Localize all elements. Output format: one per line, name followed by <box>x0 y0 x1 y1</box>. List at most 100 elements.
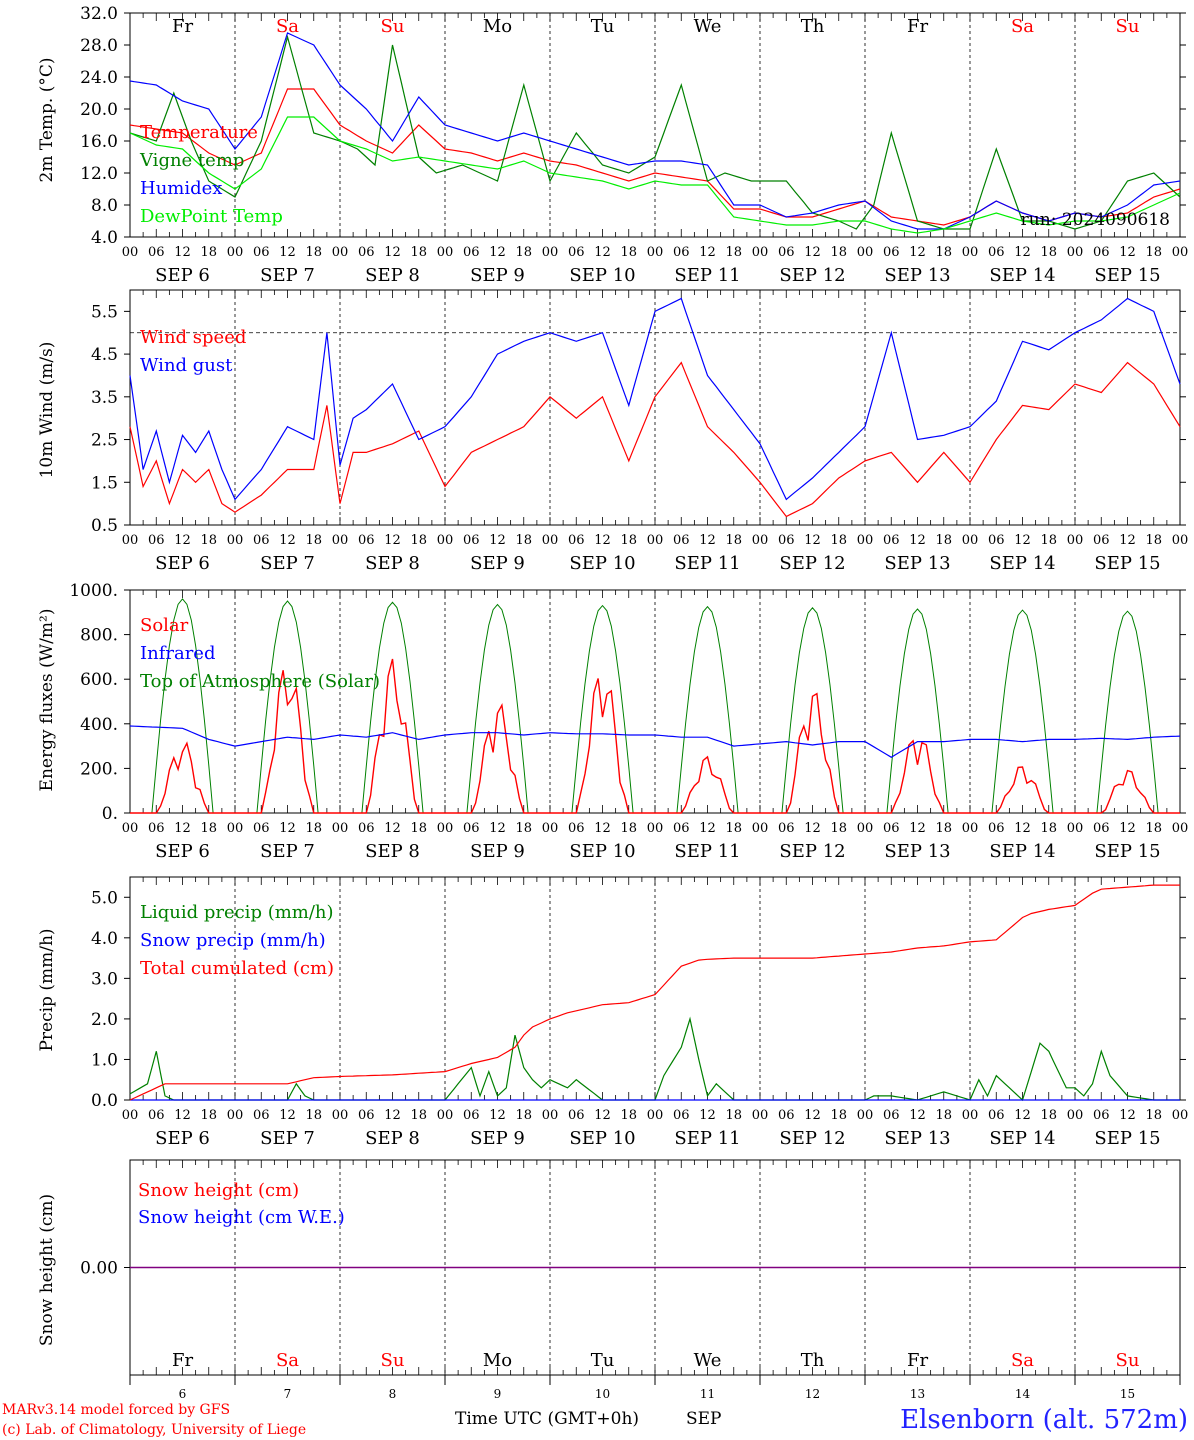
hour-tick-label: 06 <box>253 533 270 548</box>
hour-tick-label: 12 <box>1119 821 1136 836</box>
y-tick-label: 28.0 <box>80 36 118 56</box>
x-axis-title: Time UTC (GMT+0h) <box>455 1409 639 1429</box>
hour-tick-label: 18 <box>725 821 742 836</box>
hour-tick-label: 18 <box>830 821 847 836</box>
weekday-label: Su <box>1116 16 1140 37</box>
legend-entry: Snow height (cm) <box>138 1180 299 1201</box>
hour-tick-label: 18 <box>725 1108 742 1123</box>
y-axis-label: 10m Wind (m/s) <box>37 342 57 479</box>
hour-tick-label: 06 <box>253 1108 270 1123</box>
hour-tick-label: 18 <box>1145 821 1162 836</box>
hour-tick-label: 18 <box>935 245 952 260</box>
series-3 <box>129 32 1181 230</box>
hour-tick-label: 18 <box>830 533 847 548</box>
series-infrared <box>129 725 1181 759</box>
hour-tick-label: 06 <box>883 245 900 260</box>
hour-tick-label: 00 <box>227 1108 244 1123</box>
weekday-label: Fr <box>907 1350 928 1371</box>
y-tick-label: 800. <box>80 626 118 646</box>
hour-tick-label: 00 <box>1067 245 1084 260</box>
legend-entry: Liquid precip (mm/h) <box>140 902 334 923</box>
hour-tick-label: 00 <box>647 821 664 836</box>
hour-tick-label: 18 <box>200 821 217 836</box>
weekday-label: Th <box>801 16 825 37</box>
hour-tick-label: 12 <box>384 1108 401 1123</box>
y-tick-label: 2.5 <box>91 431 118 451</box>
hour-tick-label: 06 <box>988 245 1005 260</box>
weekday-label: Su <box>1116 1350 1140 1371</box>
date-label: SEP 6 <box>155 1128 210 1149</box>
hour-tick-label: 12 <box>489 245 506 260</box>
day-number-label: 13 <box>910 1387 925 1401</box>
hour-tick-label: 18 <box>410 821 427 836</box>
series-4 <box>129 116 1181 234</box>
y-tick-label: 20.0 <box>80 100 118 120</box>
hour-tick-label: 00 <box>1172 533 1189 548</box>
legend-entry: Solar <box>140 615 189 636</box>
hour-tick-label: 18 <box>935 821 952 836</box>
hour-tick-label: 18 <box>305 821 322 836</box>
y-axis-label: Precip (mm/h) <box>37 928 57 1051</box>
hour-tick-label: 00 <box>647 533 664 548</box>
run-label: run: 2024090618 <box>1021 210 1170 230</box>
y-tick-label: 400. <box>80 715 118 735</box>
weekday-label: Sa <box>276 1350 299 1371</box>
panel-4: 0.0 1.0 2.0 3.0 4.0 5.0 Precip (mm/h) 00 06 12 18 0… <box>37 876 1188 1149</box>
date-label: SEP 6 <box>155 553 210 574</box>
hour-tick-label: 00 <box>437 533 454 548</box>
hour-tick-label: 12 <box>1014 245 1031 260</box>
legend-entry: Temperature <box>140 122 258 143</box>
weekday-label: We <box>694 1350 722 1371</box>
y-tick-label: 4.0 <box>91 929 118 949</box>
day-number-label: 12 <box>805 1387 820 1401</box>
hour-tick-label: 12 <box>594 245 611 260</box>
date-label: SEP 14 <box>989 553 1055 574</box>
hour-tick-label: 12 <box>909 245 926 260</box>
date-label: SEP 13 <box>884 265 950 286</box>
date-label: SEP 12 <box>779 553 845 574</box>
date-label: SEP 10 <box>569 265 635 286</box>
panel-5: 0.00 Snow height (cm) Fr Sa Su Mo Tu We Th Fr Sa Su… <box>37 1159 1186 1401</box>
hour-tick-label: 00 <box>122 245 139 260</box>
hour-tick-label: 06 <box>568 245 585 260</box>
x-axis-month: SEP <box>686 1409 722 1429</box>
y-tick-label: 1000. <box>69 581 118 601</box>
hour-tick-label: 00 <box>542 533 559 548</box>
hour-tick-label: 12 <box>804 245 821 260</box>
hour-tick-label: 12 <box>279 245 296 260</box>
legend-entry: Top of Atmosphere (Solar) <box>140 671 380 692</box>
series-2 <box>129 297 1181 501</box>
hour-tick-label: 00 <box>542 245 559 260</box>
date-label: SEP 9 <box>470 841 525 862</box>
hour-tick-label: 06 <box>1093 821 1110 836</box>
hour-tick-label: 06 <box>253 821 270 836</box>
y-tick-label: 600. <box>80 670 118 690</box>
hour-tick-label: 00 <box>122 1108 139 1123</box>
hour-tick-label: 06 <box>148 245 165 260</box>
series-3 <box>129 884 1180 1101</box>
credit-line-1: MARv3.14 model forced by GFS <box>2 1402 230 1418</box>
hour-tick-label: 06 <box>148 1108 165 1123</box>
weekday-label: Su <box>381 1350 405 1371</box>
hour-tick-label: 06 <box>1093 533 1110 548</box>
hour-tick-label: 12 <box>1119 245 1136 260</box>
hour-tick-label: 00 <box>332 533 349 548</box>
hour-tick-label: 00 <box>332 245 349 260</box>
y-tick-label: 200. <box>80 759 118 779</box>
date-label: SEP 13 <box>884 841 950 862</box>
hour-tick-label: 06 <box>778 245 795 260</box>
hour-tick-label: 18 <box>725 245 742 260</box>
day-number-label: 11 <box>700 1387 715 1401</box>
hour-tick-label: 12 <box>1119 533 1136 548</box>
y-tick-label: 0.00 <box>80 1259 118 1279</box>
y-tick-label: 0. <box>102 804 118 824</box>
hour-tick-label: 18 <box>935 533 952 548</box>
weekday-label: Su <box>381 16 405 37</box>
hour-tick-label: 00 <box>1067 1108 1084 1123</box>
date-label: SEP 10 <box>569 841 635 862</box>
day-number-label: 14 <box>1015 1387 1031 1401</box>
hour-tick-label: 12 <box>1014 1108 1031 1123</box>
y-tick-label: 3.0 <box>91 969 118 989</box>
date-label: SEP 11 <box>674 841 740 862</box>
hour-tick-label: 18 <box>200 1108 217 1123</box>
